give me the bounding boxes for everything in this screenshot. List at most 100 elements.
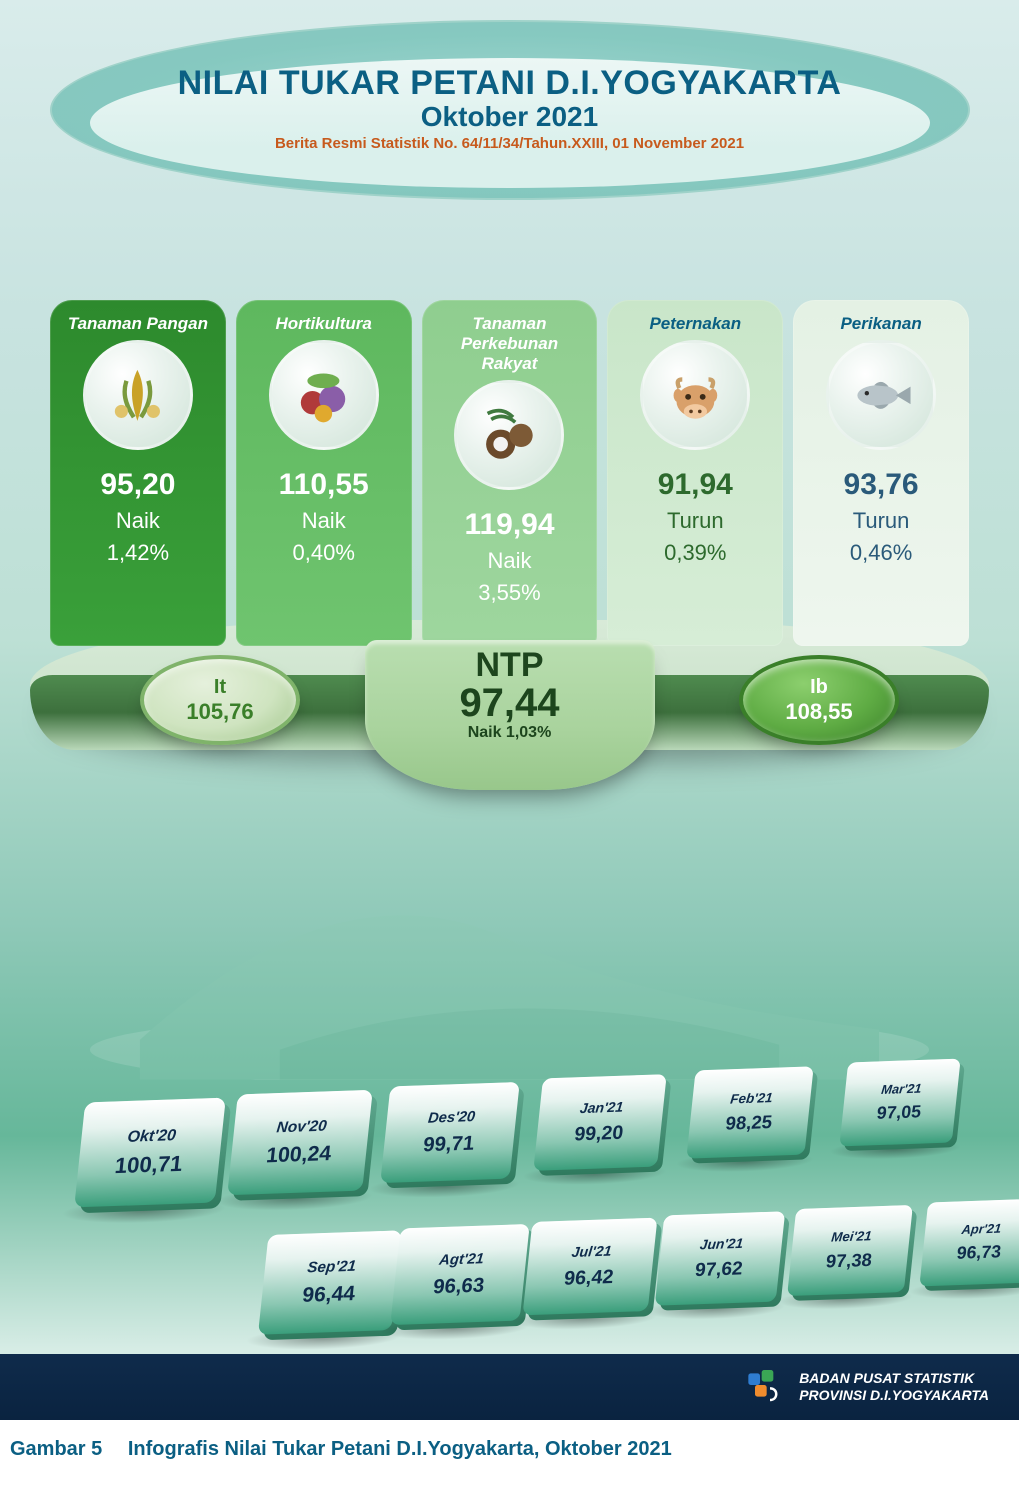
- category-cards: Tanaman Pangan 95,20 Naik 1,42% Hortikultura…: [50, 300, 969, 646]
- bps-logo-icon: [745, 1365, 785, 1410]
- category-title: Hortikultura: [246, 314, 402, 334]
- month-value: 97,38: [825, 1249, 873, 1272]
- month-tile: Jul'21 96,42: [523, 1218, 658, 1316]
- category-pct: 0,46%: [803, 540, 959, 566]
- month-tile: Agt'21 96,63: [390, 1224, 530, 1325]
- category-pct: 0,39%: [617, 540, 773, 566]
- ntp-sub: Naik 1,03%: [365, 724, 655, 742]
- month-tile: Okt'20 100,71: [74, 1098, 226, 1208]
- category-direction: Turun: [617, 508, 773, 534]
- month-tile: Apr'21 96,73: [919, 1199, 1019, 1287]
- category-icon: [83, 340, 193, 450]
- infographic-canvas: NILAI TUKAR PETANI D.I.YOGYAKARTA Oktobe…: [0, 0, 1019, 1420]
- tile-face: Jun'21 97,62: [655, 1211, 785, 1305]
- month-tile: Feb'2198,25: [686, 1066, 813, 1158]
- caption-figure-number: Gambar 5: [10, 1438, 102, 1460]
- category-direction: Turun: [803, 508, 959, 534]
- subtitle: Berita Resmi Statistik No. 64/11/34/Tahu…: [90, 135, 930, 152]
- figure-caption: Gambar 5 Infografis Nilai Tukar Petani D…: [0, 1420, 1019, 1491]
- pill-ib: Ib 108,55: [739, 655, 899, 745]
- month-value: 96,63: [432, 1273, 485, 1299]
- pill-ib-label: Ib: [810, 676, 828, 699]
- month-label: Agt'21: [438, 1251, 484, 1269]
- pill-ib-value: 108,55: [785, 699, 852, 725]
- month-label: Jan'21: [579, 1100, 624, 1117]
- pill-it: It 105,76: [140, 655, 300, 745]
- month-label: Mei'21: [830, 1229, 872, 1245]
- category-title: TanamanPerkebunan Rakyat: [432, 314, 588, 374]
- month-tile: Mei'21 97,38: [787, 1205, 913, 1296]
- month-value: 100,71: [114, 1150, 184, 1178]
- month-value: 97,05: [876, 1101, 922, 1123]
- category-title: Tanaman Pangan: [60, 314, 216, 334]
- category-title: Peternakan: [617, 314, 773, 334]
- month-value: 96,44: [301, 1281, 356, 1308]
- category-pct: 1,42%: [60, 540, 216, 566]
- month-tile: Nov'20 100,24: [227, 1090, 373, 1195]
- footer-org-line1: BADAN PUSAT STATISTIK: [799, 1370, 989, 1387]
- category-card: Perikanan 93,76 Turun 0,46%: [793, 300, 969, 646]
- tile-face: Feb'2198,25: [686, 1066, 813, 1158]
- month-value: 99,71: [422, 1131, 475, 1157]
- pill-it-label: It: [214, 676, 226, 699]
- tile-face: Jul'21 96,42: [523, 1218, 658, 1316]
- month-value: 96,42: [563, 1265, 615, 1290]
- footer-org-text: BADAN PUSAT STATISTIK PROVINSI D.I.YOGYA…: [799, 1370, 989, 1404]
- month-value: 98,25: [725, 1111, 774, 1134]
- title-line-2: Oktober 2021: [90, 101, 930, 133]
- month-tile: Jan'21 99,20: [533, 1074, 666, 1171]
- category-value: 95,20: [60, 468, 216, 502]
- tile-face: Nov'20 100,24: [227, 1090, 373, 1195]
- month-label: Des'20: [427, 1109, 476, 1127]
- category-title: Perikanan: [803, 314, 959, 334]
- month-tile: Jun'21 97,62: [655, 1211, 785, 1305]
- category-card: Hortikultura 110,55 Naik 0,40%: [236, 300, 412, 646]
- month-label: Sep'21: [306, 1258, 356, 1277]
- tile-face: Jan'21 99,20: [533, 1074, 666, 1171]
- caption-text: Infografis Nilai Tukar Petani D.I.Yogyak…: [128, 1438, 672, 1460]
- pill-it-value: 105,76: [186, 699, 253, 725]
- category-card: Tanaman Pangan 95,20 Naik 1,42%: [50, 300, 226, 646]
- footer-org-line2: PROVINSI D.I.YOGYAKARTA: [799, 1387, 989, 1404]
- tile-face: Mar'21 97,05: [839, 1059, 960, 1147]
- ntp-value: 97,44: [365, 681, 655, 726]
- month-label: Mar'21: [880, 1082, 922, 1098]
- month-label: Jun'21: [699, 1236, 744, 1253]
- month-value: 100,24: [265, 1140, 333, 1167]
- category-icon: [826, 340, 936, 450]
- tile-face: Mei'21 97,38: [787, 1205, 913, 1296]
- category-value: 110,55: [246, 468, 402, 502]
- month-label: Jul'21: [571, 1244, 613, 1261]
- category-icon: [640, 340, 750, 450]
- month-tile: Des'20 99,71: [380, 1082, 520, 1183]
- ntp-tab: NTP 97,44 Naik 1,03%: [365, 640, 655, 790]
- category-pct: 3,55%: [432, 580, 588, 606]
- tile-face: Apr'21 96,73: [919, 1199, 1019, 1287]
- category-value: 119,94: [432, 508, 588, 542]
- category-card: Peternakan 91,94 Turun 0,39%: [607, 300, 783, 646]
- category-direction: Naik: [246, 508, 402, 534]
- landscape-silhouette: [80, 820, 939, 1080]
- month-label: Nov'20: [276, 1118, 328, 1137]
- month-value: 96,73: [956, 1241, 1002, 1263]
- page-root: NILAI TUKAR PETANI D.I.YOGYAKARTA Oktobe…: [0, 0, 1019, 1491]
- category-value: 93,76: [803, 468, 959, 502]
- month-tile: Mar'21 97,05: [839, 1059, 960, 1147]
- month-value: 97,62: [694, 1257, 744, 1281]
- category-icon: [454, 380, 564, 490]
- tile-face: Agt'21 96,63: [390, 1224, 530, 1325]
- tile-face: Des'20 99,71: [380, 1082, 520, 1183]
- month-label: Apr'21: [961, 1222, 1002, 1238]
- landscape-svg: [80, 820, 939, 1080]
- tile-face: Okt'20 100,71: [74, 1098, 226, 1208]
- month-tiles: Okt'20 100,71 Nov'20 100,24 Des'20 99,71 Jan'2…: [0, 1100, 1019, 1360]
- ntp-label: NTP: [365, 646, 655, 685]
- month-value: 99,20: [573, 1121, 624, 1146]
- category-pct: 0,40%: [246, 540, 402, 566]
- category-value: 91,94: [617, 468, 773, 502]
- month-label: Okt'20: [126, 1127, 176, 1147]
- category-direction: Naik: [60, 508, 216, 534]
- header-panel: NILAI TUKAR PETANI D.I.YOGYAKARTA Oktobe…: [90, 58, 930, 188]
- title-line-1: NILAI TUKAR PETANI D.I.YOGYAKARTA: [90, 64, 930, 103]
- footer-bar: BADAN PUSAT STATISTIK PROVINSI D.I.YOGYA…: [0, 1354, 1019, 1420]
